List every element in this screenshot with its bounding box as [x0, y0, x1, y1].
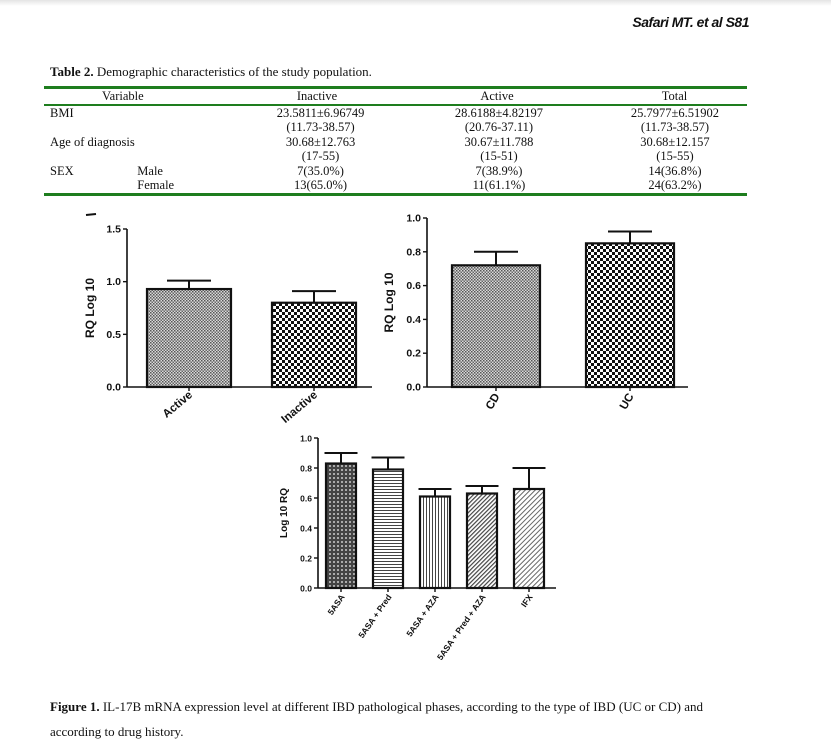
cell-inactive: 30.68±12.763	[285, 134, 356, 149]
y-tick-label: 1.0	[106, 276, 121, 288]
cell-inactive: (17-55)	[301, 149, 340, 163]
cell-active: 28.6188±4.82197	[454, 105, 544, 120]
column-header: Active	[480, 89, 514, 103]
x-tick-label: UC	[618, 392, 637, 412]
column-header: Variable	[102, 89, 144, 103]
cell-total: 24(63.2%)	[648, 178, 702, 192]
y-tick-label: 0.6	[300, 494, 312, 504]
table-bottom-rule	[44, 192, 747, 196]
table-header-rule	[44, 103, 747, 106]
bar-cd	[450, 264, 542, 389]
y-tick-label: 1.5	[106, 224, 121, 236]
cell-inactive: 7(35.0%)	[297, 163, 344, 178]
bar-5asa	[324, 462, 358, 590]
cell-total: 14(36.8%)	[648, 163, 702, 178]
bar-5asa-aza	[418, 495, 452, 590]
x-tick-label: 5ASA + Pred + AZA	[435, 592, 488, 661]
table-row: BMI 23.5811±6.96749 28.6188±4.82197 25.7977…	[44, 106, 747, 121]
x-tick-label: Active	[161, 389, 195, 420]
y-tick-label: 1.0	[300, 434, 312, 444]
cell-active: (15-51)	[480, 149, 518, 163]
x-tick-label: 5ASA + AZA	[404, 592, 440, 638]
bar-5asa-pred	[371, 468, 405, 590]
bar-5asa-pred-aza	[465, 492, 499, 590]
cell-inactive: (11.73-38.57)	[286, 120, 355, 134]
table-row: Age of diagnosis 30.68±12.763 30.67±11.788…	[44, 135, 747, 150]
y-tick-label: 0.8	[406, 246, 421, 258]
cell-active: (20.76-37.11)	[464, 120, 534, 134]
bar-active	[145, 287, 233, 389]
page-top-edge	[0, 0, 831, 6]
chart-1: 0.0 0.5 1.0 1.5 RQ Log 10 Active Inactive	[83, 224, 372, 426]
x-tick-label: CD	[484, 392, 503, 412]
figure-caption-text: IL-17B mRNA expression level at differen…	[50, 699, 703, 739]
stray-mark	[85, 213, 97, 216]
figure-caption-label: Figure 1.	[50, 699, 100, 714]
x-tick-label: IFX	[519, 592, 535, 609]
x-tick-label: 5ASA	[325, 592, 346, 616]
cell-active: 11(61.1%)	[472, 178, 526, 192]
table-row: (11.73-38.57) (20.76-37.11) (11.73-38.57)	[44, 120, 747, 135]
bar-inactive	[270, 301, 358, 389]
y-axis-label: RQ Log 10	[382, 272, 396, 332]
cell-active: 7(38.9%)	[475, 163, 523, 178]
cell-total: (11.73-38.57)	[640, 120, 710, 134]
y-tick-label: 0.8	[300, 464, 312, 474]
table-caption-text: Demographic characteristics of the study…	[93, 64, 372, 79]
cell-active: 30.67±11.788	[464, 134, 534, 149]
y-tick-label: 0.0	[406, 382, 421, 394]
figure-caption: Figure 1. IL-17B mRNA expression level a…	[50, 694, 750, 744]
cell-inactive: 13(65.0%)	[293, 178, 348, 192]
cell-total: 30.68±12.157	[640, 134, 710, 149]
demographics-table: Variable Inactive Active Total BMI 23.581…	[44, 86, 747, 196]
y-axis-label: RQ Log 10	[83, 278, 97, 338]
table-row: (17-55) (15-51) (15-55)	[44, 149, 747, 164]
cell-total: 25.7977±6.51902	[630, 105, 720, 120]
y-tick-label: 0.2	[406, 348, 421, 360]
row-subcategory: Female	[137, 178, 175, 192]
y-tick-label: 0.4	[300, 524, 312, 534]
y-tick-label: 0.6	[406, 280, 421, 292]
x-tick-label: 5ASA + Pred	[356, 592, 393, 639]
cell-inactive: 23.5811±6.96749	[276, 105, 365, 120]
bar-ifx	[512, 487, 546, 590]
row-variable: Age of diagnosis	[50, 134, 135, 149]
y-tick-label: 0.2	[300, 554, 312, 564]
y-tick-label: 0.4	[406, 314, 421, 326]
y-tick-label: 0.5	[106, 329, 121, 341]
table-top-rule	[44, 86, 747, 89]
table-row: SEX Male 7(35.0%) 7(38.9%) 14(36.8%)	[44, 164, 747, 179]
table-row: Female 13(65.0%) 11(61.1%) 24(63.2%)	[44, 178, 747, 193]
row-variable: SEX	[50, 163, 74, 178]
table-header-row: Variable Inactive Active Total	[44, 89, 747, 104]
row-variable: BMI	[50, 105, 74, 120]
y-tick-label: 1.0	[406, 213, 421, 225]
table-caption-label: Table 2.	[50, 64, 94, 79]
x-tick-label: Inactive	[279, 389, 320, 426]
table-caption: Table 2. Demographic characteristics of …	[50, 64, 372, 80]
cell-total: (15-55)	[656, 149, 694, 163]
chart-2: 0.0 0.2 0.4 0.6 0.8 1.0 RQ Log 10 CD UC	[382, 213, 688, 412]
column-header: Total	[661, 89, 688, 103]
bar-uc	[584, 242, 676, 389]
y-tick-label: 0.0	[300, 584, 312, 594]
column-header: Inactive	[296, 89, 338, 103]
y-axis-label: Log 10 RQ	[279, 488, 290, 538]
chart-3: 0.0 0.2 0.4 0.6 0.8 1.0 Log 10 RQ 5ASA 5ASA + Pr…	[279, 434, 556, 662]
running-head: Safari MT. et al S81	[632, 14, 749, 30]
y-tick-label: 0.0	[106, 382, 121, 394]
row-subcategory: Male	[137, 163, 163, 178]
